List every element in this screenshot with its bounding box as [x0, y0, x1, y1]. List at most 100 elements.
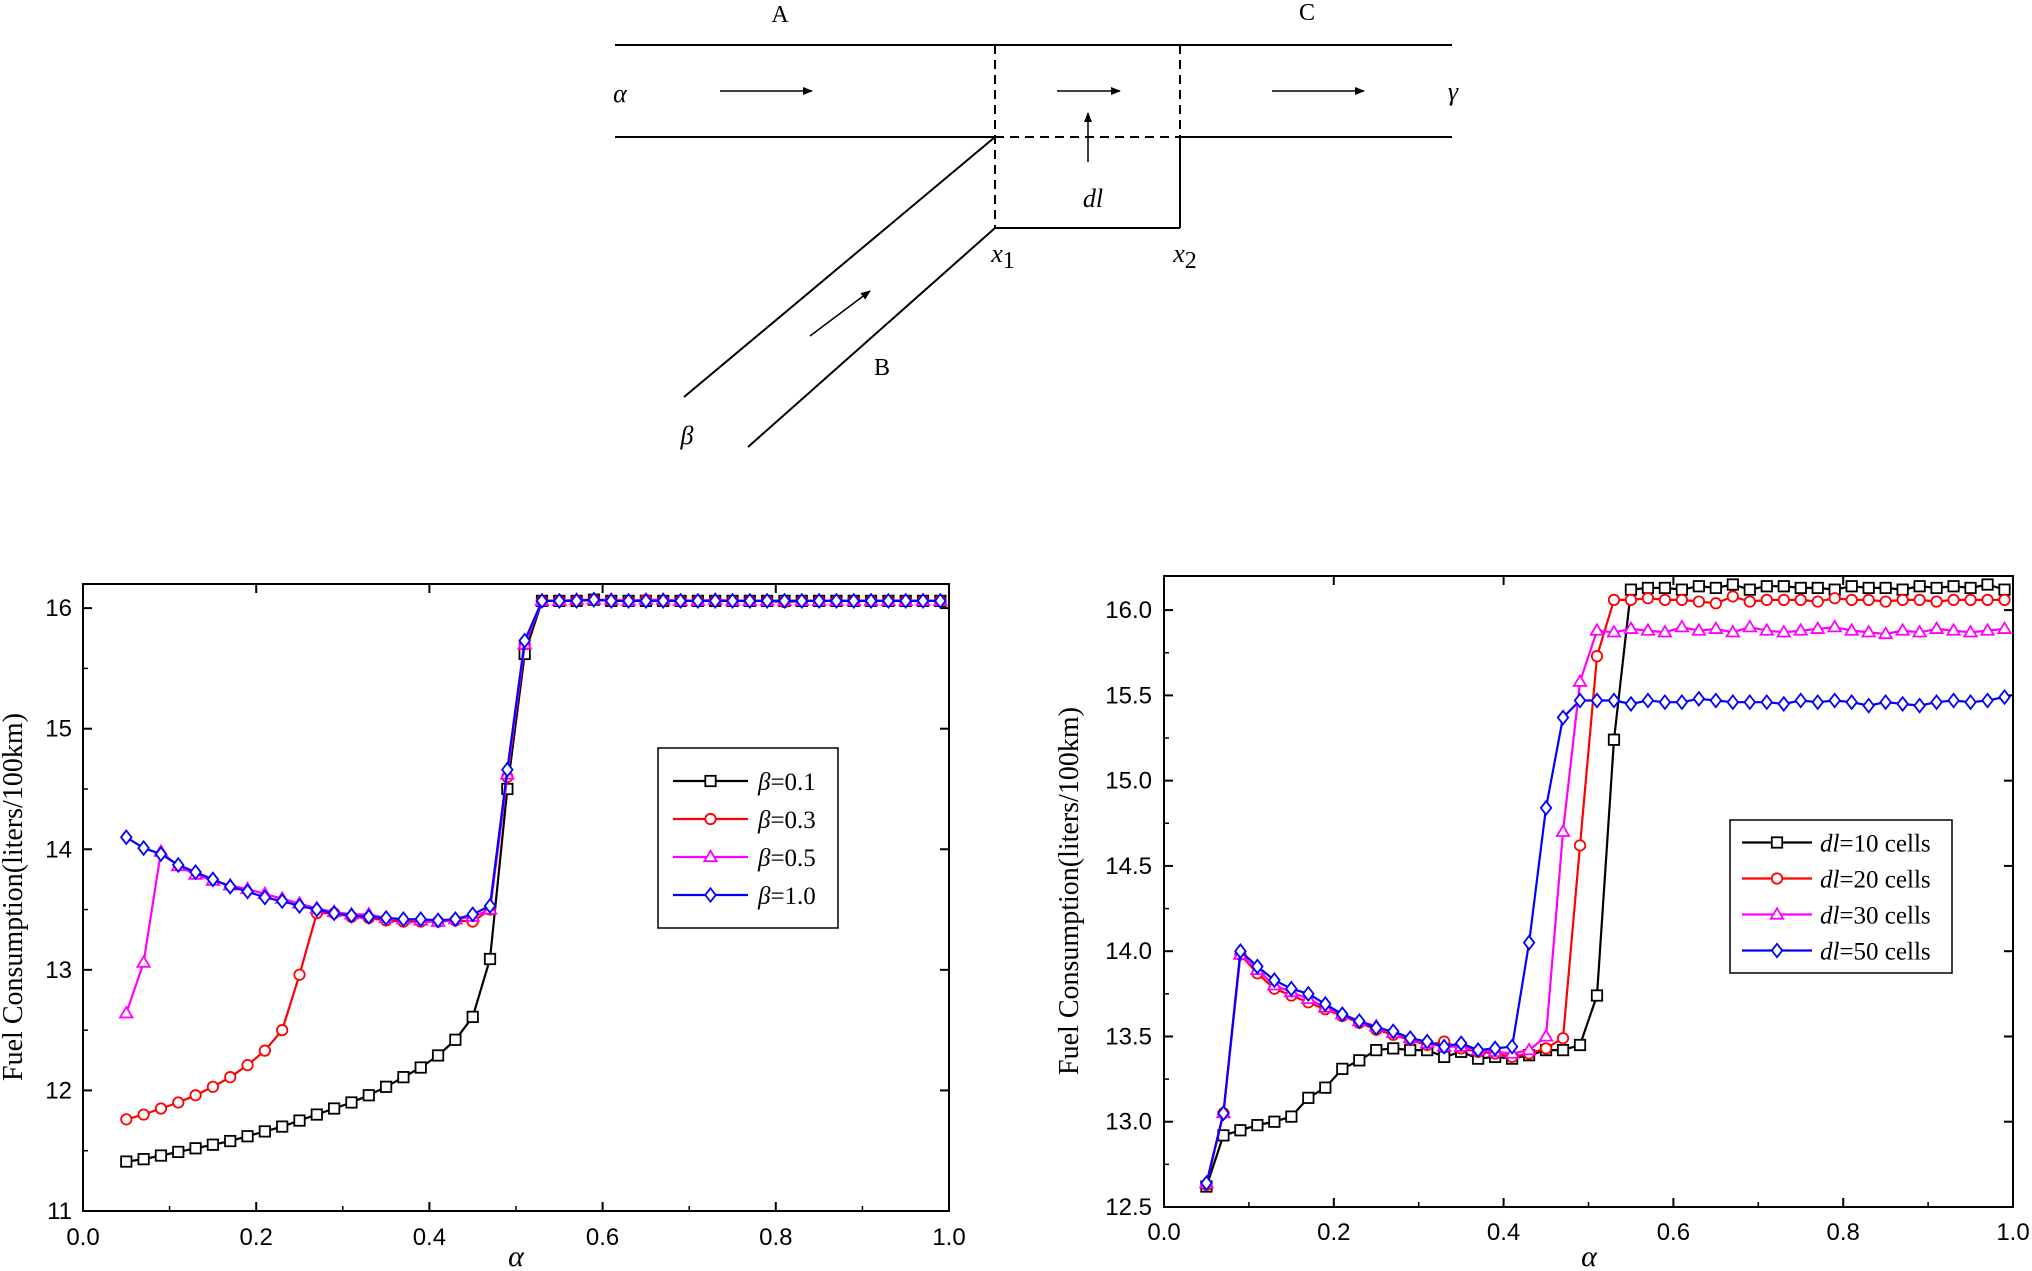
data-point — [1251, 958, 1264, 975]
y-tick-label: 15.5 — [1105, 682, 1152, 709]
y-axis-title: Fuel Consumption(liters/100km) — [1054, 707, 1085, 1075]
x-tick-label: 0.6 — [1657, 1219, 1690, 1246]
data-point — [137, 1108, 150, 1121]
data-point — [1879, 694, 1892, 711]
data-point — [1387, 1042, 1400, 1055]
flow-arrow-ramp — [809, 290, 871, 337]
data-point — [414, 911, 428, 928]
legend-entry: dl=10 cells — [1742, 831, 1931, 858]
data-point — [934, 592, 947, 610]
data-point — [1979, 622, 1996, 636]
data-point — [1964, 593, 1977, 606]
data-point — [1845, 694, 1859, 711]
data-point — [604, 592, 618, 610]
data-point — [276, 1120, 289, 1133]
data-point — [362, 908, 376, 925]
data-point — [1437, 1038, 1451, 1055]
data-point — [1658, 694, 1672, 711]
data-point — [1709, 692, 1723, 709]
data-point — [1675, 593, 1688, 606]
y-ticks: 11 12 13 14 15 16 — [45, 595, 949, 1225]
data-point — [154, 845, 168, 863]
data-point — [726, 592, 739, 610]
data-point — [1624, 695, 1638, 713]
y-tick-label: 14 — [45, 836, 72, 863]
legend-marker — [1770, 836, 1784, 849]
data-point — [1285, 980, 1298, 997]
data-point — [327, 905, 341, 922]
data-point — [812, 592, 826, 610]
data-point — [778, 592, 791, 610]
data-point — [449, 911, 462, 928]
data-point — [1930, 694, 1943, 711]
data-point — [1251, 1119, 1264, 1132]
data-point — [1471, 1041, 1485, 1059]
data-point — [1200, 1174, 1213, 1192]
data-point — [1794, 593, 1807, 606]
data-point — [1981, 692, 1994, 709]
data-point — [293, 1114, 306, 1127]
y-tick-label: 14.5 — [1105, 853, 1152, 880]
legend-label: dl=10 cells — [1820, 831, 1931, 858]
y-tick-label: 12.5 — [1105, 1194, 1152, 1221]
data-point — [1522, 934, 1536, 951]
data-point — [258, 1125, 271, 1138]
data-point — [258, 1044, 271, 1057]
data-point — [1879, 595, 1892, 608]
y-tick-label: 16.0 — [1105, 597, 1152, 624]
legend-label: dl=50 cells — [1820, 939, 1931, 966]
data-point — [1319, 1081, 1332, 1094]
x-tick-label: 0.0 — [66, 1224, 99, 1251]
legend-entry: β=0.1 — [673, 769, 816, 796]
data-point — [1913, 593, 1926, 606]
data-point — [1964, 694, 1977, 711]
data-point — [310, 1108, 323, 1121]
data-point — [293, 968, 306, 981]
data-point — [552, 592, 566, 610]
data-point — [241, 1059, 254, 1072]
data-point — [328, 1102, 341, 1115]
data-point — [760, 592, 774, 610]
data-point — [1640, 622, 1656, 636]
data-point — [830, 592, 843, 610]
data-point — [1981, 578, 1994, 591]
data-point — [1860, 624, 1877, 638]
data-point — [1996, 620, 2013, 634]
data-point — [1589, 622, 1605, 636]
data-point — [1606, 624, 1622, 638]
x-tick-label: 1.0 — [1996, 1219, 2029, 1246]
data-point — [535, 592, 549, 610]
series-layer — [118, 591, 949, 1168]
data-point — [362, 1089, 375, 1102]
legend-marker — [704, 812, 717, 826]
x-tick-label: 0.6 — [586, 1224, 619, 1251]
data-point — [1947, 593, 1960, 606]
data-point — [276, 1024, 289, 1037]
data-point — [1285, 1110, 1298, 1123]
data-point — [1777, 695, 1791, 713]
label-alpha: α — [613, 79, 628, 108]
data-point — [1911, 624, 1928, 638]
legend-label: β=0.3 — [757, 807, 816, 834]
legend-box — [657, 747, 839, 929]
data-point — [639, 592, 653, 610]
data-point — [1928, 620, 1945, 634]
data-point — [1352, 1012, 1366, 1030]
data-point — [135, 954, 152, 968]
y-tick-label: 12 — [45, 1077, 72, 1104]
data-point — [1947, 692, 1960, 709]
data-point — [1641, 581, 1655, 595]
label-road-b: B — [874, 355, 890, 381]
data-point — [1945, 622, 1962, 636]
data-point — [1777, 580, 1790, 593]
data-point — [483, 952, 497, 966]
data-point — [1726, 578, 1739, 591]
data-point — [1760, 694, 1774, 711]
series-layer — [1198, 578, 2013, 1193]
data-point — [1913, 580, 1926, 593]
data-point — [397, 911, 410, 928]
data-point — [691, 592, 705, 610]
y-ticks: 12.5 13.0 13.5 14.0 14.5 15.0 15.5 16.0 — [1105, 597, 2013, 1221]
data-point — [206, 1080, 219, 1093]
data-point — [1743, 595, 1756, 608]
